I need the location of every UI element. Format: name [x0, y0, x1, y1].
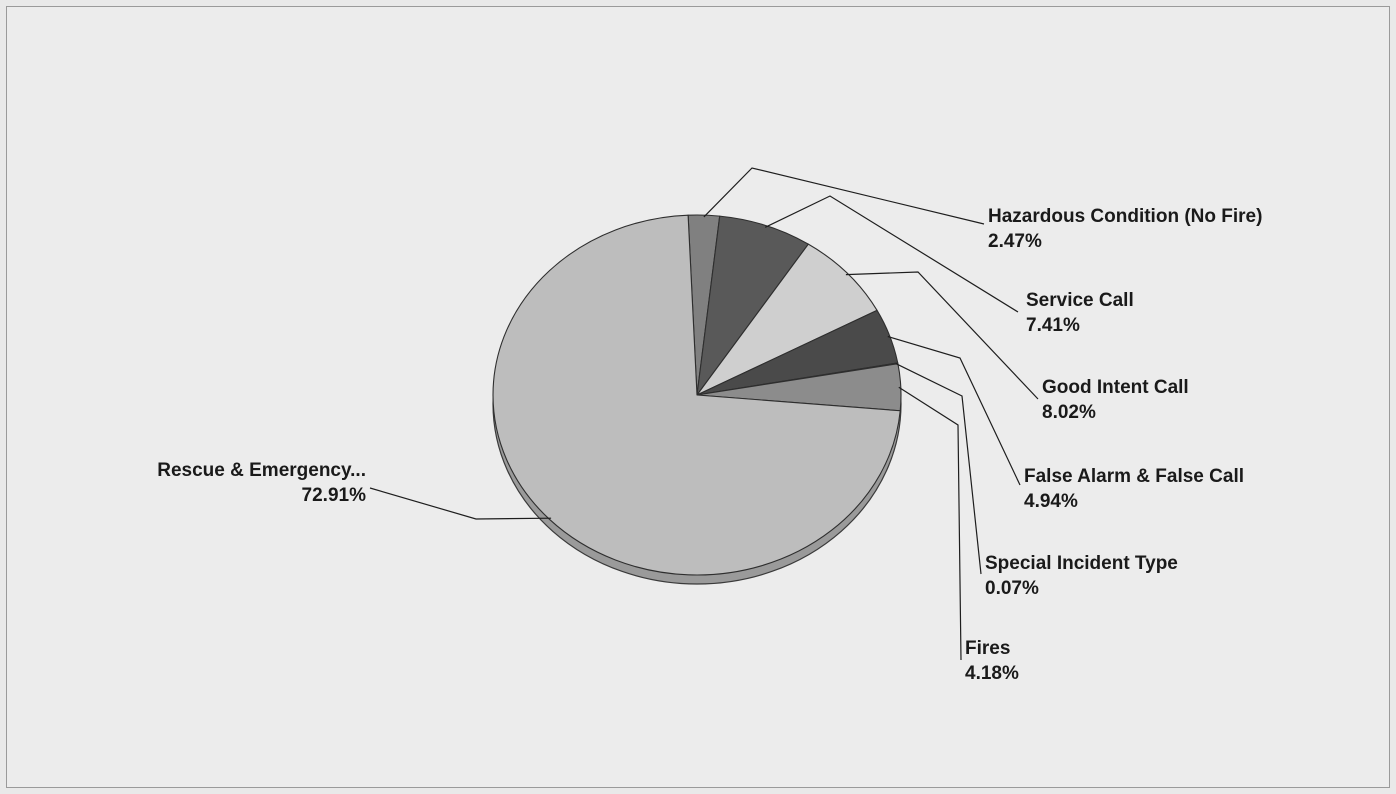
slice-value-false-alarm: 4.94%	[1024, 491, 1078, 512]
slice-label-fires: Fires	[965, 638, 1010, 659]
leader-line-good-intent-call	[845, 271, 1039, 400]
leader-line-fires	[898, 386, 962, 661]
leader-line-false-alarm	[887, 335, 1021, 486]
slice-value-good-intent-call: 8.02%	[1042, 402, 1096, 423]
slice-value-fires: 4.18%	[965, 663, 1019, 684]
slice-value-special-incident: 0.07%	[985, 578, 1039, 599]
pie-slices	[492, 214, 902, 576]
slice-value-service-call: 7.41%	[1026, 315, 1080, 336]
leader-lines	[369, 167, 1039, 661]
slice-value-hazardous-condition: 2.47%	[988, 231, 1042, 252]
slice-value-rescue-emergency: 72.91%	[302, 485, 367, 506]
slice-label-hazardous-condition: Hazardous Condition (No Fire)	[988, 206, 1262, 227]
slice-label-special-incident: Special Incident Type	[985, 553, 1178, 574]
leader-line-special-incident	[895, 363, 982, 575]
slice-label-service-call: Service Call	[1026, 290, 1134, 311]
leader-line-hazardous-condition	[703, 167, 985, 225]
leader-line-service-call	[764, 195, 1019, 313]
slice-label-rescue-emergency: Rescue & Emergency...	[157, 460, 366, 481]
pie-slice-rescue-emergency	[492, 214, 901, 576]
leader-line-rescue-emergency	[369, 487, 552, 520]
slice-labels: Hazardous Condition (No Fire) 2.47% Serv…	[157, 206, 1262, 684]
slice-label-good-intent-call: Good Intent Call	[1042, 377, 1189, 398]
slice-label-false-alarm: False Alarm & False Call	[1024, 466, 1244, 487]
pie-slice-good-intent-call	[696, 243, 878, 396]
